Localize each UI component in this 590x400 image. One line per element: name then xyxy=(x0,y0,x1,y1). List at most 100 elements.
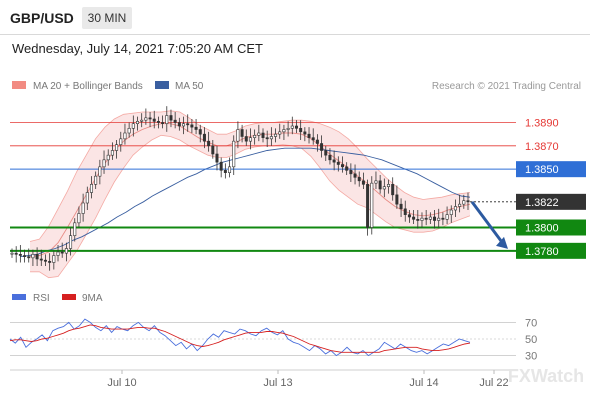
candle-body xyxy=(223,170,227,173)
candle-body xyxy=(14,252,18,255)
candle-body xyxy=(202,133,206,142)
candle-body xyxy=(345,166,349,171)
ma50-legend-label: MA 50 xyxy=(175,81,204,92)
candle-body xyxy=(198,129,202,135)
candle-body xyxy=(387,184,391,187)
candle-body xyxy=(441,217,445,220)
candle-body xyxy=(311,137,315,141)
candle-body xyxy=(328,154,332,161)
candle-body xyxy=(161,122,165,124)
symbol-label: GBP/USD xyxy=(10,10,74,26)
candle-body xyxy=(35,254,39,260)
level-tag-1-3780 xyxy=(516,242,586,259)
candle-body xyxy=(361,180,365,185)
candle-body xyxy=(148,117,152,120)
x-tick-label: Jul 22 xyxy=(479,377,508,389)
candle-body xyxy=(39,258,43,261)
x-tick-label: Jul 14 xyxy=(409,377,438,389)
bb-legend-label: MA 20 + Bollinger Bands xyxy=(33,81,143,92)
candle-body xyxy=(324,150,328,156)
rsi-tick-label-50: 50 xyxy=(525,334,537,346)
candle-body xyxy=(43,259,47,262)
candle-body xyxy=(320,143,324,151)
rsi-ma-line xyxy=(9,324,471,353)
candle-body xyxy=(253,135,257,138)
candle-body xyxy=(102,159,106,168)
candle-body xyxy=(462,200,466,205)
candle-body xyxy=(374,180,378,184)
timeframe-button[interactable]: 30 MIN xyxy=(82,7,132,29)
candle-body xyxy=(186,123,190,126)
candle-body xyxy=(244,136,248,142)
candle-body xyxy=(349,170,353,175)
candle-body xyxy=(31,254,35,259)
candle-body xyxy=(165,115,169,124)
ma50-line xyxy=(19,147,471,258)
candle-body xyxy=(115,144,119,151)
candle-body xyxy=(303,131,307,135)
candle-body xyxy=(94,175,98,185)
candle-body xyxy=(123,132,127,140)
level-label-1-3870: 1.3870 xyxy=(525,141,559,153)
candle-body xyxy=(98,166,102,177)
rsi-tick-label-30: 30 xyxy=(525,351,537,363)
level-label-1-3800: 1.3800 xyxy=(525,223,559,235)
candle-body xyxy=(307,133,311,138)
credit-label: Research © 2021 Trading Central xyxy=(432,81,581,92)
bollinger-band-area xyxy=(30,110,470,278)
candle-body xyxy=(403,208,407,215)
candle-body xyxy=(340,164,344,168)
candle-body xyxy=(119,138,123,145)
candle-body xyxy=(77,213,81,224)
candle-body xyxy=(420,217,424,221)
chart-header: GBP/USD 30 MIN xyxy=(0,0,590,36)
candle-body xyxy=(399,203,403,210)
candle-body xyxy=(416,219,420,221)
candle-body xyxy=(407,214,411,218)
candle-body xyxy=(391,184,395,196)
candle-body xyxy=(56,251,60,256)
candle-body xyxy=(215,153,219,163)
candle-body xyxy=(69,235,73,249)
candle-body xyxy=(366,184,370,228)
x-tick-label: Jul 10 xyxy=(107,377,136,389)
ma9-legend-label: 9MA xyxy=(82,293,103,304)
candle-body xyxy=(136,121,140,124)
rsi-legend-label: RSI xyxy=(33,293,50,304)
candle-body xyxy=(85,192,89,204)
candle-body xyxy=(173,119,177,123)
candle-body xyxy=(282,129,286,133)
candle-body xyxy=(294,125,298,129)
candle-body xyxy=(412,216,416,220)
candle-body xyxy=(18,254,22,256)
rsi-plot: 70 50 30 xyxy=(9,317,537,363)
candle-body xyxy=(156,121,160,123)
candle-body xyxy=(458,203,462,207)
candle-body xyxy=(433,216,437,221)
candle-body xyxy=(144,117,148,121)
candle-body xyxy=(370,182,374,228)
candle-body xyxy=(428,216,432,220)
forecast-arrow-head xyxy=(496,236,508,249)
candle-body xyxy=(48,261,52,263)
ma50-legend-swatch xyxy=(155,81,169,89)
candle-body xyxy=(52,255,56,263)
candle-body xyxy=(274,133,278,137)
main-plot: 1.3890 1.3870 1.3850 1.3822 1.3800 1.3780 xyxy=(10,106,586,279)
candle-body xyxy=(353,173,357,178)
candle-body xyxy=(23,255,27,257)
candle-body xyxy=(27,256,31,259)
candle-body xyxy=(299,128,303,133)
candle-body xyxy=(265,137,269,140)
candle-body xyxy=(127,128,131,134)
candle-body xyxy=(194,126,198,130)
bb-legend-swatch xyxy=(12,81,26,89)
candle-body xyxy=(449,209,453,215)
candle-body xyxy=(236,129,240,142)
level-label-1-3822: 1.3822 xyxy=(525,197,559,209)
candle-body xyxy=(169,115,173,121)
candle-body xyxy=(177,122,181,127)
candle-body xyxy=(140,119,144,122)
candle-body xyxy=(286,128,290,130)
